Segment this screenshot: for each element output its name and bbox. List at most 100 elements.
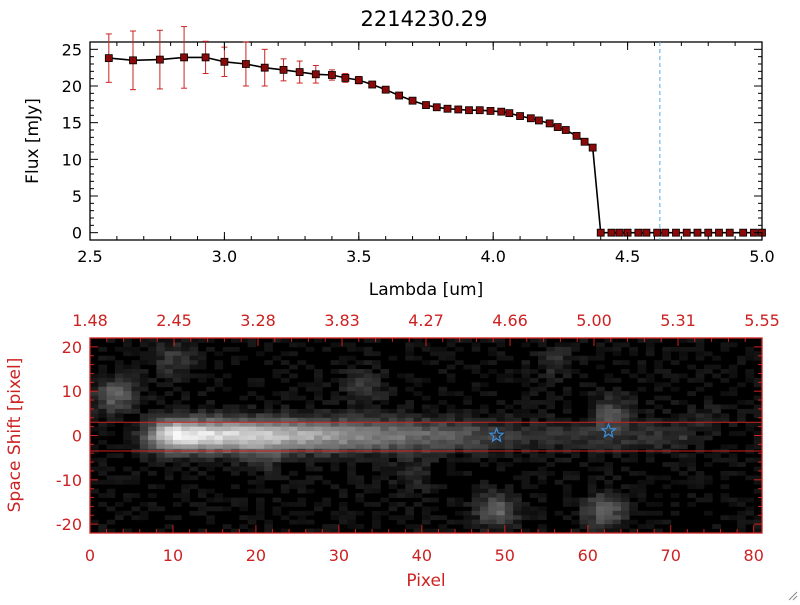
heatmap-cell — [148, 422, 157, 428]
heatmap-cell — [272, 457, 282, 463]
heatmap-cell — [347, 364, 356, 370]
heatmap-cell — [338, 439, 348, 445]
heatmap-cell — [347, 408, 356, 414]
heatmap-cell — [504, 501, 514, 507]
heatmap-cell — [189, 342, 199, 348]
heatmap-cell — [396, 488, 406, 494]
heatmap-cell — [280, 338, 290, 343]
heatmap-cell — [289, 408, 298, 414]
heatmap-cell — [479, 462, 489, 467]
heatmap-cell — [106, 444, 116, 450]
heatmap-cell — [280, 435, 290, 441]
heatmap-cell — [504, 528, 514, 534]
heatmap-cell — [529, 351, 539, 357]
heatmap-cell — [405, 413, 414, 419]
heatmap-cell — [579, 515, 589, 521]
heatmap-cell — [305, 417, 315, 423]
heatmap-cell — [496, 519, 506, 525]
heatmap-cell — [330, 413, 340, 419]
heatmap-cell — [430, 497, 439, 503]
heatmap-cell — [181, 439, 190, 445]
heatmap-cell — [645, 475, 655, 481]
heatmap-cell — [322, 524, 331, 529]
heatmap-cell — [571, 510, 580, 516]
heatmap-cell — [538, 444, 547, 450]
heatmap-cell — [388, 413, 398, 419]
heatmap-cell — [289, 431, 298, 436]
heatmap-cell — [264, 435, 273, 441]
heatmap-cell — [513, 501, 522, 507]
heatmap-cell — [347, 373, 356, 379]
heatmap-cell — [148, 484, 157, 490]
heatmap-cell — [562, 386, 572, 392]
heatmap-cell — [314, 395, 323, 401]
heatmap-cell — [753, 524, 763, 529]
heatmap-cell — [629, 457, 638, 463]
heatmap-cell — [587, 408, 597, 414]
heatmap-cell — [131, 453, 141, 459]
heatmap-cell — [114, 479, 124, 485]
heatmap-cell — [164, 346, 174, 352]
heatmap-cell — [745, 426, 755, 432]
heatmap-cell — [280, 515, 290, 521]
heatmap-cell — [662, 462, 672, 467]
heatmap-cell — [156, 528, 166, 534]
heatmap-cell — [280, 488, 290, 494]
heatmap-cell — [471, 493, 481, 498]
heatmap-cell — [637, 369, 647, 374]
heatmap-cell — [114, 364, 124, 370]
heatmap-cell — [181, 497, 190, 503]
heatmap-cell — [181, 444, 190, 450]
resize-grip[interactable] — [786, 586, 798, 601]
heatmap-cell — [596, 346, 605, 352]
heatmap-cell — [496, 338, 506, 343]
heatmap-cell — [305, 444, 315, 450]
heatmap-cell — [496, 417, 506, 423]
heatmap-cell — [703, 453, 713, 459]
heatmap-cell — [521, 391, 531, 397]
heatmap-cell — [156, 506, 166, 512]
heatmap-cell — [388, 479, 398, 485]
heatmap-cell — [538, 475, 547, 481]
heatmap-cell — [347, 439, 356, 445]
heatmap-cell — [695, 475, 705, 481]
heatmap-cell — [372, 395, 381, 401]
heatmap-cell — [330, 400, 340, 405]
heatmap-cell — [670, 453, 680, 459]
heatmap-cell — [363, 439, 373, 445]
heatmap-cell — [156, 360, 166, 365]
heatmap-cell — [197, 413, 207, 419]
heatmap-cell — [380, 395, 390, 401]
heatmap-cell — [612, 391, 622, 397]
heatmap-cell — [604, 466, 614, 472]
heatmap-cell — [496, 355, 506, 361]
heatmap-cell — [131, 373, 141, 379]
heatmap-cell — [214, 417, 224, 423]
heatmap-cell — [247, 391, 257, 397]
heatmap-cell — [596, 466, 605, 472]
heatmap-cell — [612, 439, 622, 445]
heatmap-cell — [197, 493, 207, 498]
heatmap-cell — [189, 510, 199, 516]
heatmap-cell — [247, 342, 257, 348]
heatmap-cell — [372, 524, 381, 529]
heatmap-cell — [687, 364, 697, 370]
heatmap-cell — [181, 373, 190, 379]
heatmap-cell — [123, 386, 132, 392]
heatmap-cell — [338, 501, 348, 507]
heatmap-cell — [604, 408, 614, 414]
heatmap-cell — [305, 528, 315, 534]
heatmap-cell — [272, 355, 282, 361]
heatmap-cell — [654, 510, 663, 516]
heatmap-cell — [206, 408, 215, 414]
heatmap-cell — [538, 439, 547, 445]
heatmap-cell — [123, 364, 132, 370]
heatmap-cell — [637, 417, 647, 423]
heatmap-cell — [131, 369, 141, 374]
heatmap-cell — [562, 417, 572, 423]
heatmap-cell — [670, 346, 680, 352]
heatmap-cell — [596, 417, 605, 423]
heatmap-cell — [562, 373, 572, 379]
heatmap-cell — [305, 413, 315, 419]
heatmap-cell — [645, 439, 655, 445]
